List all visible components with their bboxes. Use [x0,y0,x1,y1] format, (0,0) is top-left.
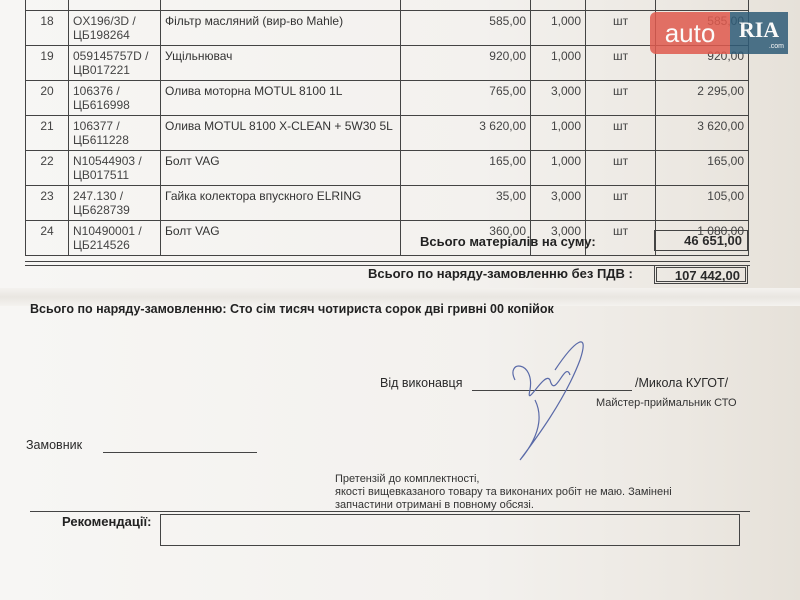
total-in-words: Всього по наряду-замовленню: Сто сім тис… [30,302,554,316]
table-row: 22 N10544903 /ЦВ017511 Болт VAG 165,00 1,000… [25,149,749,186]
part-code: 106377 /ЦБ611228 [68,114,161,151]
customer-signature-line [103,452,257,453]
quantity: 3,000 [530,79,586,116]
price: 765,00 [400,79,531,116]
row-number: 22 [25,149,69,186]
row-number [25,0,69,11]
part-code: N10544903 /ЦВ017511 [68,149,161,186]
watermark-right: RIA .com [730,12,788,54]
part-code: N10490001 /ЦБ214526 [68,219,161,256]
price: 3 620,00 [400,114,531,151]
part-code: 247.130 /ЦБ628739 [68,184,161,221]
executor-label: Від виконавця [380,376,463,390]
unit: шт [585,184,656,221]
executor-signature-line [472,390,632,391]
unit: шт [585,114,656,151]
quantity: 3,000 [530,184,586,221]
item-name [160,0,401,11]
row-number: 19 [25,44,69,81]
unit: шт [585,79,656,116]
item-name: Ущільнювач [160,44,401,81]
divider [30,511,750,512]
item-name: Олива моторна MOTUL 8100 1L [160,79,401,116]
paper-fold [0,288,800,306]
part-code: 059145757D / ЦВ017221 [68,44,161,81]
order-total-value: 107 442,00 [654,265,748,284]
signature [512,341,584,461]
claims-line: запчастини отримані в повному обсязі. [335,499,534,511]
table-row: ЦБ593320 [25,0,749,11]
item-name: Болт VAG [160,219,401,256]
item-name: Гайка колектора впускного ELRING [160,184,401,221]
unit: шт [585,44,656,81]
row-number: 23 [25,184,69,221]
unit [585,0,656,11]
materials-total-label: Всього матеріалів на суму: [420,234,596,249]
quantity: 1,000 [530,9,586,46]
table-row: 18 OX196/3D / ЦБ198264 Фільтр масляний (вир… [25,9,749,46]
sum [655,0,749,11]
claims-line: Претензій до комплектності, [335,473,480,485]
customer-label: Замовник [26,438,83,452]
quantity: 1,000 [530,149,586,186]
sum: 3 620,00 [655,114,749,151]
unit: шт [585,149,656,186]
item-name: Болт VAG [160,149,401,186]
row-number: 21 [25,114,69,151]
recommendations-label: Рекомендації: [62,514,152,529]
price: 585,00 [400,9,531,46]
order-total-label: Всього по наряду-замовленню без ПДВ : [368,266,633,281]
unit: шт [585,9,656,46]
executor-role: Майстер-приймальник СТО [596,397,737,409]
unit: шт [585,219,656,256]
watermark-left: auto [650,12,730,54]
sum: 165,00 [655,149,749,186]
claims-text: Претензій до комплектності, якості вищев… [335,473,672,512]
quantity: 1,000 [530,44,586,81]
row-number: 20 [25,79,69,116]
autoria-watermark: auto RIA .com [650,12,788,54]
table-row: 24 N10490001 /ЦБ214526 Болт VAG 360,00 3,000… [25,219,749,256]
price [400,0,531,11]
sum: 2 295,00 [655,79,749,116]
item-name: Фільтр масляний (вир-во Mahle) [160,9,401,46]
executor-name: /Микола КУГОТ/ [635,376,729,390]
price: 35,00 [400,184,531,221]
price: 360,00 [400,219,531,256]
quantity: 1,000 [530,114,586,151]
materials-total-value: 46 651,00 [654,230,748,251]
row-number: 24 [25,219,69,256]
part-code: OX196/3D / ЦБ198264 [68,9,161,46]
table-row: 19 059145757D / ЦВ017221 Ущільнювач 920,00 1,… [25,44,749,81]
price: 920,00 [400,44,531,81]
price: 165,00 [400,149,531,186]
part-code: 106376 /ЦБ616998 [68,79,161,116]
recommendations-field [160,514,740,546]
table-row: 20 106376 /ЦБ616998 Олива моторна MOTUL 81… [25,79,749,116]
table-row: 21 106377 /ЦБ611228 Олива MOTUL 8100 X-CLE… [25,114,749,151]
quantity [530,0,586,11]
sum: 1 080,00 [655,219,749,256]
quantity: 3,000 [530,219,586,256]
item-name: Олива MOTUL 8100 X-CLEAN + 5W30 5L [160,114,401,151]
part-code: ЦБ593320 [68,0,161,11]
row-number: 18 [25,9,69,46]
table-row: 23 247.130 /ЦБ628739 Гайка колектора впуск… [25,184,749,221]
claims-line: якості вищевказаного товару та виконаних… [335,486,672,498]
sum: 105,00 [655,184,749,221]
